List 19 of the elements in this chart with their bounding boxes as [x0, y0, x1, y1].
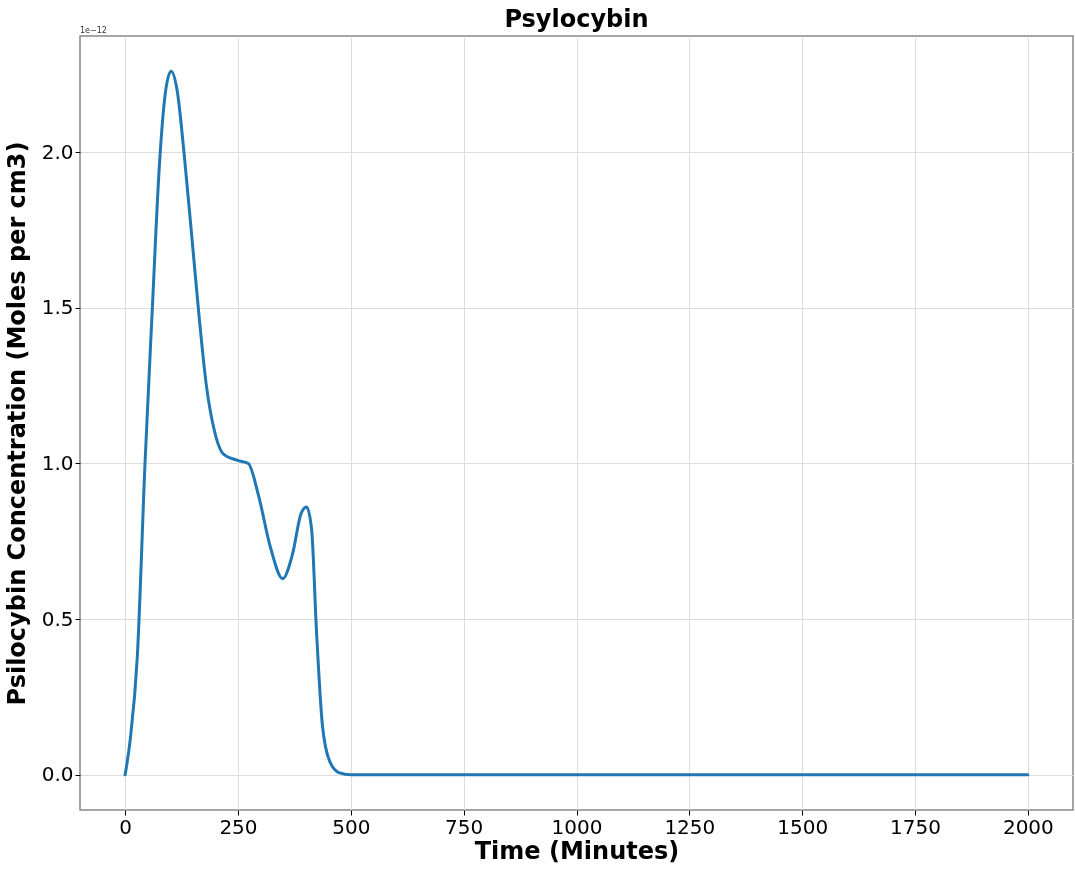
x-tick-label: 1250 — [664, 814, 716, 839]
chart-title: Psylocybin — [504, 5, 649, 33]
text: 1e−12 — [80, 26, 107, 35]
x-tick-label: 2000 — [1002, 814, 1054, 839]
x-tick-label: 1000 — [551, 814, 603, 839]
x-axis-title: Time (Minutes) — [474, 836, 680, 865]
y-tick-label: 1.0 — [41, 450, 74, 475]
x-tick-label: 750 — [445, 814, 484, 839]
y-axis-title: Psilocybin Concentration (Moles per cm3) — [2, 141, 31, 706]
y-tick-label: 2.0 — [41, 139, 74, 164]
y-tick-label: 1.5 — [41, 295, 74, 320]
x-tick-label: 1750 — [890, 814, 941, 839]
y-tick-label: 0.5 — [41, 606, 74, 631]
x-tick-label: 0 — [119, 814, 132, 839]
x-tick-label: 1500 — [777, 814, 829, 839]
line-series — [123, 69, 1030, 777]
y-tick-label: 0.0 — [41, 762, 74, 787]
x-tick-label: 500 — [332, 814, 371, 839]
x-tick-label: 250 — [219, 814, 258, 839]
